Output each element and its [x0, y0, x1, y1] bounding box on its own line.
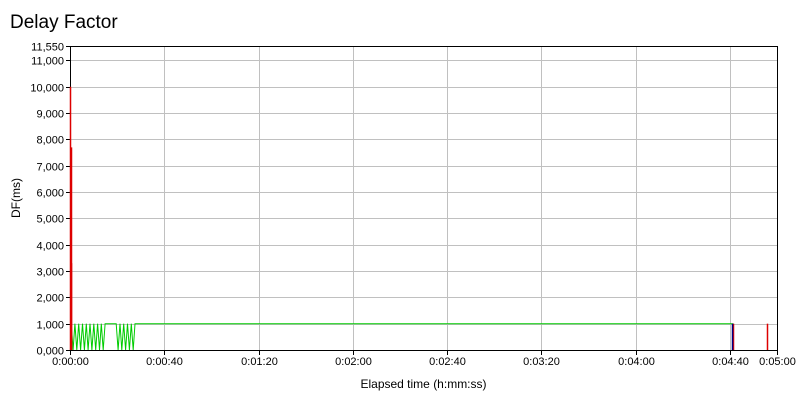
x-axis: 0:00:00 0:00:40 0:01:20 0:02:00 0:02:40 0:03:…	[52, 350, 796, 368]
y-tick-label: 1,000	[36, 320, 64, 332]
y-axis: 0,000 1,000 2,000 3,000 4,000 5,000 6,000 7,000…	[30, 42, 70, 358]
series-layer	[69, 86, 769, 351]
y-tick-label: 11,000	[31, 56, 64, 68]
x-tick-label: 0:00:00	[52, 356, 89, 368]
x-axis-label: Elapsed time (h:mm:ss)	[360, 377, 486, 391]
y-tick-label: 11,550	[31, 42, 64, 54]
plot-frame	[70, 46, 778, 351]
series-line	[70, 323, 734, 351]
x-tick-label: 0:02:40	[429, 356, 466, 368]
y-tick-label: 2,000	[36, 293, 64, 305]
y-tick-label: 0,000	[36, 346, 64, 358]
x-tick-label: 0:03:20	[523, 356, 560, 368]
chart-title: Delay Factor	[10, 12, 118, 33]
y-tick-label: 8,000	[36, 135, 64, 147]
y-tick-label: 3,000	[36, 267, 64, 279]
y-tick-label: 10,000	[30, 83, 64, 95]
x-tick-label: 0:02:00	[335, 356, 372, 368]
x-tick-label: 0:01:20	[241, 356, 278, 368]
y-axis-label: DF(ms)	[9, 178, 23, 218]
x-tick-label: 0:05:00	[759, 356, 796, 368]
y-tick-label: 9,000	[36, 109, 64, 121]
y-tick-label: 7,000	[36, 162, 64, 174]
x-tick-label: 0:04:00	[618, 356, 655, 368]
y-tick-label: 4,000	[36, 241, 64, 253]
y-tick-label: 5,000	[36, 214, 64, 226]
grid	[70, 46, 777, 350]
y-tick-label: 6,000	[36, 188, 64, 200]
x-tick-label: 0:00:40	[146, 356, 183, 368]
x-tick-label: 0:04:40	[712, 356, 749, 368]
